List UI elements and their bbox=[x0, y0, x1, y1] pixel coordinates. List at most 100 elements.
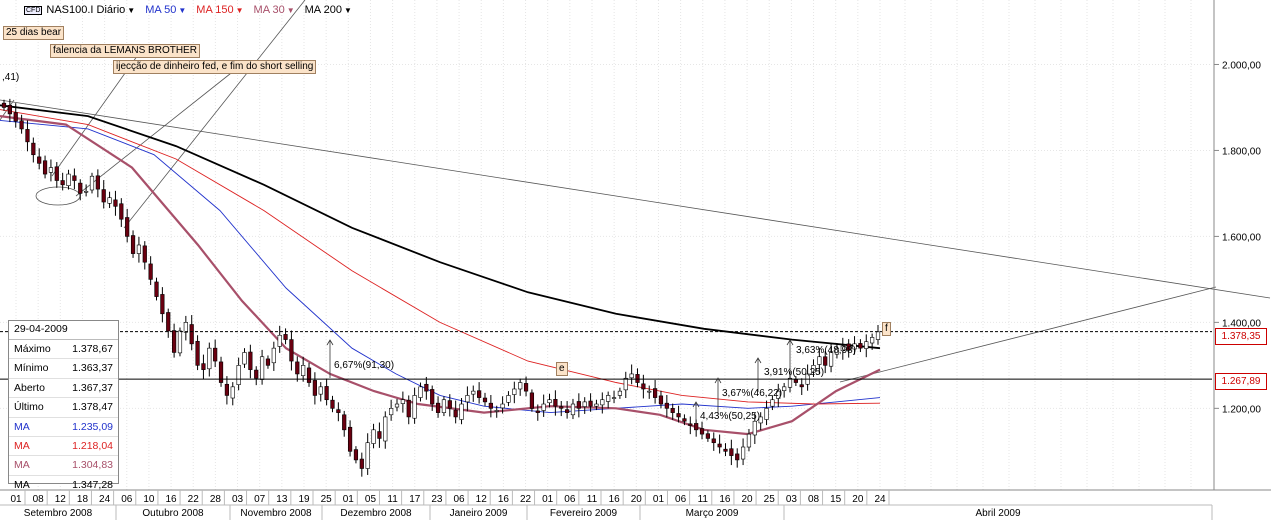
candle-body bbox=[477, 390, 482, 398]
annotation-lehman[interactable]: falencia da LEMANS BROTHER bbox=[50, 44, 200, 58]
x-tick-label: 08 bbox=[33, 494, 45, 505]
candle-body bbox=[459, 403, 464, 420]
horizontal-levels bbox=[0, 331, 1212, 380]
indicator-ma30[interactable]: MA 30 ▼ bbox=[254, 4, 295, 16]
x-tick-label: 19 bbox=[298, 494, 310, 505]
candle-body bbox=[535, 410, 540, 413]
x-tick-label: 01 bbox=[542, 494, 554, 505]
candle-body bbox=[89, 175, 95, 191]
candle-body bbox=[699, 428, 705, 435]
candle-body bbox=[435, 402, 441, 413]
candle-body bbox=[412, 395, 417, 419]
candle-body bbox=[776, 390, 781, 399]
x-axis: 01 08 12 18 24 06 10 16 22 28 03 07 13 19 25 01 05 11 17 23… bbox=[0, 489, 1271, 520]
info-row: MA 1.218,04 bbox=[9, 437, 118, 457]
candle-body bbox=[119, 203, 124, 220]
x-tick-label: 28 bbox=[210, 494, 222, 505]
annotation-bear[interactable]: 25 dias bear bbox=[3, 26, 65, 40]
candle-body bbox=[711, 438, 716, 444]
month-label: Setembro 2008 bbox=[24, 508, 93, 519]
x-tick-label: 22 bbox=[188, 494, 200, 505]
candle-body bbox=[283, 334, 288, 340]
candle-body bbox=[752, 420, 757, 436]
candle-body bbox=[611, 397, 617, 399]
x-tick-label: 08 bbox=[808, 494, 820, 505]
candle-body bbox=[389, 408, 394, 416]
candle-body bbox=[289, 339, 294, 362]
x-tick-label: 01 bbox=[343, 494, 355, 505]
candle-body bbox=[406, 399, 411, 418]
candle-body bbox=[207, 347, 212, 370]
candle-body bbox=[342, 414, 347, 431]
candle-body bbox=[254, 369, 259, 379]
month-label: Abril 2009 bbox=[975, 508, 1020, 519]
y-tick-label: 1.600,00 bbox=[1222, 232, 1261, 243]
month-label: Novembro 2008 bbox=[240, 508, 312, 519]
x-tick-label: 20 bbox=[852, 494, 864, 505]
candle-body bbox=[78, 182, 83, 194]
annotation-fed[interactable]: ijecção de dinheiro fed, e fim do short … bbox=[113, 60, 317, 74]
symbol-selector[interactable]: CFD NAS100.I Diário ▼ bbox=[24, 4, 135, 16]
candle-body bbox=[248, 351, 253, 370]
indicator-ma200[interactable]: MA 200 ▼ bbox=[305, 4, 352, 16]
candle-body bbox=[271, 347, 276, 364]
candle-body bbox=[236, 365, 241, 385]
candle-body bbox=[588, 400, 593, 407]
month-label: Março 2009 bbox=[686, 508, 739, 519]
candle-body bbox=[729, 448, 734, 456]
candle-body bbox=[793, 379, 798, 383]
candle-body bbox=[441, 399, 447, 413]
candle-body bbox=[635, 374, 640, 383]
indicator-label: MA 50 bbox=[145, 4, 177, 16]
candle-body bbox=[136, 244, 142, 254]
x-tick-label: 20 bbox=[742, 494, 754, 505]
x-tick-label: 17 bbox=[409, 494, 421, 505]
candle-body bbox=[600, 399, 605, 406]
x-tick-label: 10 bbox=[143, 494, 155, 505]
marker-f[interactable]: f bbox=[882, 322, 891, 336]
candle-body bbox=[154, 281, 159, 297]
candle-body bbox=[482, 397, 488, 403]
candle-body bbox=[723, 448, 728, 452]
indicator-label: MA 200 bbox=[304, 4, 342, 16]
x-tick-label: 03 bbox=[786, 494, 798, 505]
y-axis: 2.000,00 1.800,00 1.600,00 1.400,00 1.200,00 bbox=[1213, 0, 1261, 520]
info-row: Aberto 1.367,37 bbox=[9, 379, 118, 399]
info-label: MA bbox=[14, 420, 30, 433]
indicator-ma150[interactable]: MA 150 ▼ bbox=[196, 4, 243, 16]
indicator-label: MA 150 bbox=[196, 4, 234, 16]
candle-body bbox=[37, 156, 42, 164]
candle-body bbox=[740, 446, 746, 460]
candle-body bbox=[259, 356, 265, 380]
candle-body bbox=[770, 399, 775, 407]
candle-body bbox=[224, 383, 229, 396]
y-tick-label: 1.200,00 bbox=[1222, 404, 1261, 415]
candle-body bbox=[653, 388, 658, 398]
candle-body bbox=[846, 343, 851, 351]
candle-body bbox=[817, 356, 822, 365]
candle-body bbox=[453, 409, 458, 418]
candle-body bbox=[142, 245, 147, 263]
x-tick-label: 06 bbox=[454, 494, 466, 505]
info-value: 1.218,04 bbox=[72, 439, 113, 452]
candle-body bbox=[347, 426, 353, 452]
candle-body bbox=[670, 408, 675, 413]
info-label: MA bbox=[14, 478, 30, 491]
x-tick-label: 11 bbox=[387, 494, 398, 505]
candle-body bbox=[518, 382, 523, 390]
x-tick-label: 16 bbox=[166, 494, 178, 505]
info-value: 1.347,28 bbox=[72, 478, 113, 491]
candle-body bbox=[265, 358, 271, 366]
candle-body bbox=[682, 418, 687, 422]
candle-body bbox=[465, 395, 470, 403]
candle-body bbox=[606, 395, 611, 402]
marker-e[interactable]: e bbox=[556, 362, 568, 376]
candle-body bbox=[218, 361, 224, 383]
indicator-ma50[interactable]: MA 50 ▼ bbox=[145, 4, 186, 16]
candle-body bbox=[183, 322, 188, 333]
candle-body bbox=[125, 217, 130, 237]
chevron-down-icon: ▼ bbox=[127, 5, 136, 15]
candle-body bbox=[430, 389, 435, 405]
x-tick-label: 05 bbox=[365, 494, 377, 505]
